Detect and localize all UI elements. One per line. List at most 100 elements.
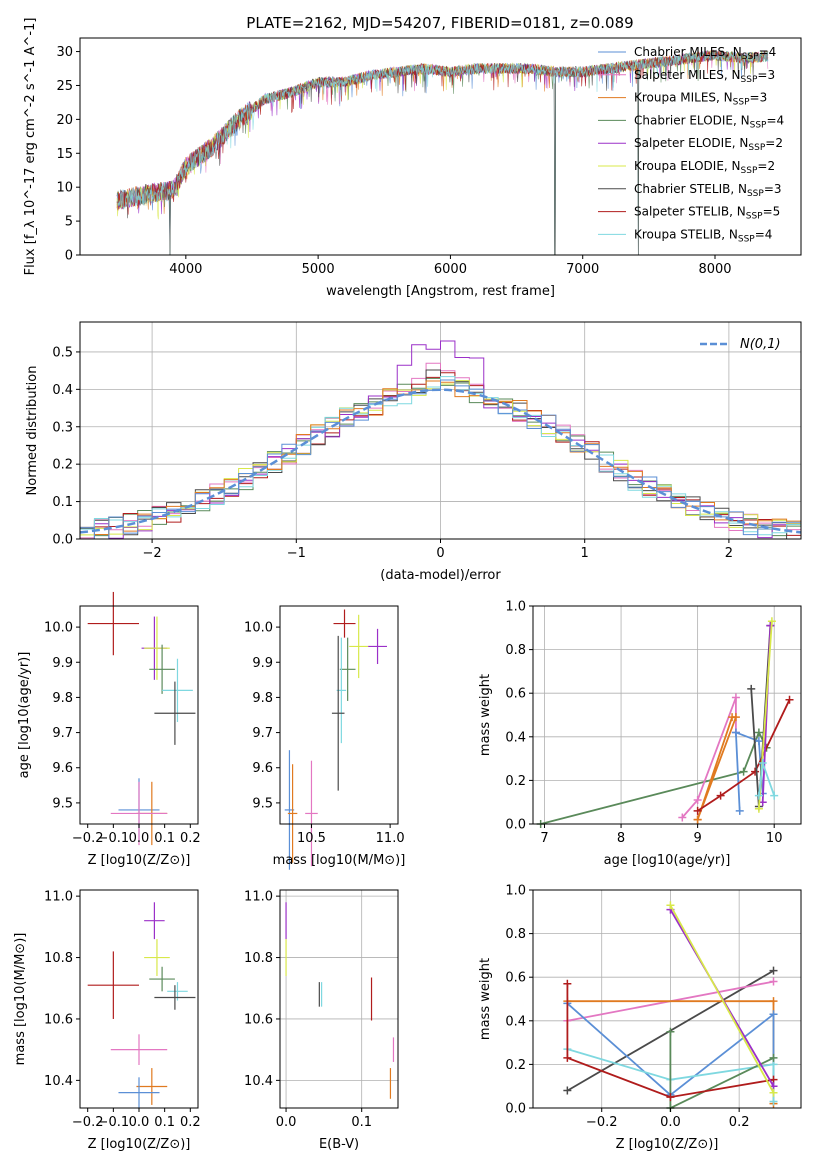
y-axis-label: mass weight xyxy=(478,674,493,756)
legend-value: =3 xyxy=(750,91,768,105)
y-tick-label: 9.7 xyxy=(52,726,73,741)
x-axis-label: mass [log10(M/M⊙)] xyxy=(273,853,406,868)
plus-marker xyxy=(563,1053,572,1062)
x-axis-label: Z [log10(Z/Z⊙)] xyxy=(88,853,191,868)
y-tick-label: 11.0 xyxy=(244,890,273,905)
y-tick-label: 0.0 xyxy=(505,818,526,833)
x-axis-label: age [log10(age/yr)] xyxy=(604,853,731,868)
y-tick-label: 0.2 xyxy=(505,774,526,789)
plus-marker xyxy=(563,1086,572,1095)
y-tick-label: 9.6 xyxy=(252,761,273,776)
mass-weight-series-line xyxy=(697,699,791,812)
y-tick-label: 0.2 xyxy=(505,1058,526,1073)
plus-marker xyxy=(769,1088,778,1097)
data-point xyxy=(136,1068,168,1105)
plot-area xyxy=(87,902,196,1108)
data-point xyxy=(162,658,193,723)
x-tick-label: 2 xyxy=(725,546,733,561)
axes-frame xyxy=(279,605,399,825)
y-tick-label: 0.0 xyxy=(52,533,73,548)
x-tick-label: −1 xyxy=(287,546,306,561)
spectrum-panel: 4000 5000 6000 7000 8000 0 5 10 15 20 25 30 waveleng… xyxy=(23,18,802,299)
y-tick-label: 0.6 xyxy=(505,687,526,702)
y-tick-label: 0.8 xyxy=(505,927,526,942)
x-tick-label: −0.2 xyxy=(586,1115,618,1130)
plus-marker xyxy=(747,684,756,693)
plus-marker xyxy=(731,728,740,737)
legend-entry: N(0,1) xyxy=(740,337,781,352)
legend-subscript: SSP xyxy=(748,143,765,153)
legend-value: =4 xyxy=(759,45,777,59)
data-point xyxy=(154,681,196,745)
axes-frame xyxy=(532,605,802,825)
x-tick-label: 0.2 xyxy=(180,831,201,846)
plus-marker xyxy=(769,997,778,1006)
plus-marker xyxy=(769,977,778,986)
x-tick-label: −0.1 xyxy=(98,831,130,846)
y-tick-label: 9.9 xyxy=(252,656,273,671)
plus-marker xyxy=(563,979,572,988)
y-tick-label: 11.0 xyxy=(44,890,73,905)
plus-marker xyxy=(735,806,744,815)
x-tick-label: 6000 xyxy=(434,262,467,277)
plot-area xyxy=(87,591,196,846)
data-point xyxy=(333,609,356,638)
plus-marker xyxy=(751,767,760,776)
y-tick-label: 15 xyxy=(56,147,73,162)
data-point xyxy=(118,1077,160,1108)
plot-area xyxy=(536,617,794,828)
data-point xyxy=(110,1034,168,1066)
x-tick-label: 1 xyxy=(581,546,589,561)
mass-weight-series-line xyxy=(566,983,774,1099)
spectrum-legend: Chabrier MILES, NSSP=4 Salpeter MILES, NS… xyxy=(598,45,784,244)
y-tick-label: 9.5 xyxy=(52,796,73,811)
x-tick-label: 0.0 xyxy=(660,1115,681,1130)
x-tick-label: 0.1 xyxy=(154,1115,175,1130)
residual-histogram-panel: −2 −1 0 1 2 0.0 0.1 0.2 0.3 0.4 0.5 (data-model)/er… xyxy=(25,321,802,583)
y-tick-label: 10.6 xyxy=(244,1012,273,1027)
x-tick-label: 8000 xyxy=(698,262,731,277)
histogram-series-outline xyxy=(80,379,801,539)
plus-marker xyxy=(769,1010,778,1019)
legend-value: =4 xyxy=(755,227,773,241)
legend-subscript: SSP xyxy=(750,120,767,130)
legend-subscript: SSP xyxy=(733,98,750,108)
data-point xyxy=(144,902,165,940)
legend-subscript: SSP xyxy=(746,212,763,222)
plus-marker xyxy=(716,791,725,800)
data-point xyxy=(144,939,170,976)
x-tick-label: −0.2 xyxy=(72,831,104,846)
y-tick-label: 20 xyxy=(56,113,73,128)
y-tick-label: 10.4 xyxy=(44,1074,73,1089)
y-tick-label: 10.4 xyxy=(244,1074,273,1089)
y-axis-label: mass weight xyxy=(478,958,493,1040)
data-point xyxy=(331,635,345,791)
y-tick-label: 0.3 xyxy=(52,420,73,435)
plus-marker xyxy=(767,617,776,626)
legend-subscript: SSP xyxy=(742,52,759,62)
y-tick-label: 0 xyxy=(65,249,73,264)
data-point xyxy=(110,781,168,846)
y-tick-label: 1.0 xyxy=(505,600,526,615)
legend-subscript: SSP xyxy=(741,75,758,85)
legend-entry: Salpeter MILES, NSSP=3 xyxy=(634,68,775,85)
legend-entry: Chabrier MILES, NSSP=4 xyxy=(634,45,776,62)
y-tick-label: 10.8 xyxy=(244,951,273,966)
y-tick-label: 9.6 xyxy=(52,761,73,776)
y-axis-label: age [log10(age/yr)] xyxy=(17,652,32,779)
x-tick-label: 9 xyxy=(693,831,701,846)
spectrum-series-line xyxy=(116,50,769,210)
legend-entry: Chabrier ELODIE, NSSP=4 xyxy=(634,113,784,130)
plus-marker xyxy=(758,758,767,767)
legend-value: =3 xyxy=(764,182,782,196)
y-tick-label: 9.5 xyxy=(252,796,273,811)
mass-weight-series-line xyxy=(669,904,775,1094)
legend-entry: Chabrier STELIB, NSSP=3 xyxy=(634,182,782,199)
y-tick-label: 9.8 xyxy=(252,691,273,706)
x-tick-label: −0.2 xyxy=(72,1115,104,1130)
legend-subscript: SSP xyxy=(747,189,764,199)
y-tick-label: 0.4 xyxy=(505,730,526,745)
y-tick-label: 0.4 xyxy=(52,383,73,398)
data-point xyxy=(154,985,196,1010)
x-tick-label: 7000 xyxy=(566,262,599,277)
